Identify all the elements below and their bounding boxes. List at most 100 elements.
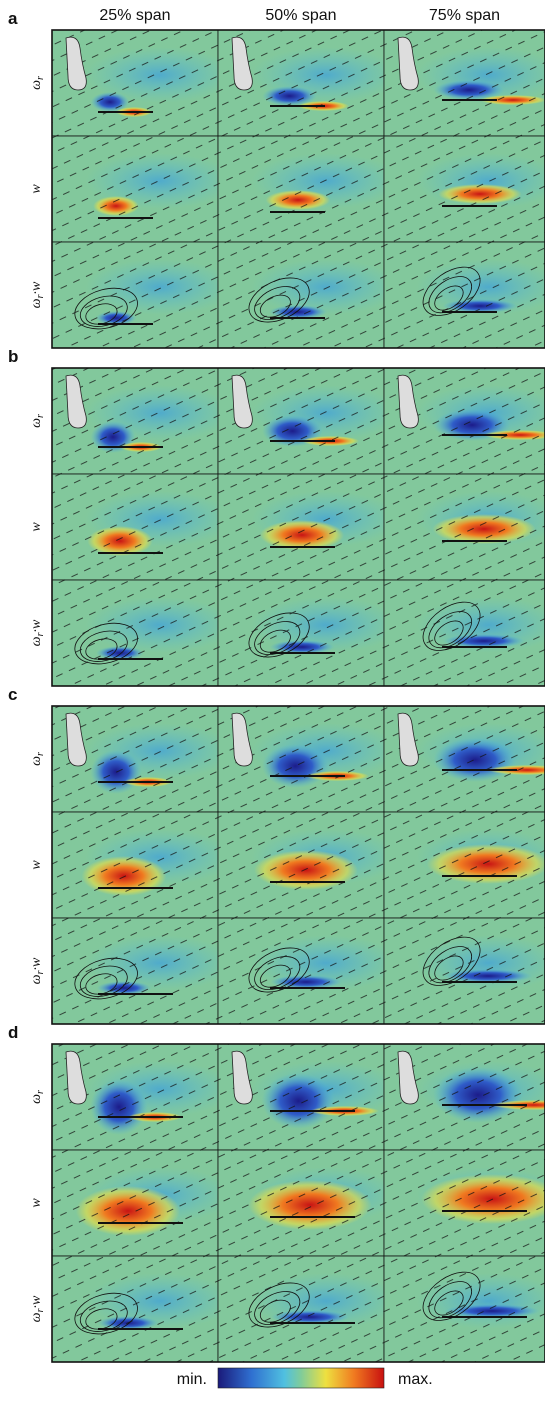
- quiver: [384, 580, 545, 686]
- row-label: w: [29, 522, 44, 532]
- quiver: [218, 1256, 384, 1362]
- cell: [51, 367, 235, 475]
- wing-inset: [65, 712, 87, 767]
- quiver: [384, 1150, 545, 1256]
- cell: [383, 367, 545, 475]
- cell: [217, 135, 401, 243]
- row-label-main: ω: [29, 1094, 44, 1104]
- row-label-main: w: [29, 522, 44, 532]
- quiver: [218, 136, 384, 242]
- cell: [383, 579, 545, 687]
- cell: [383, 135, 545, 243]
- cell: [383, 1149, 545, 1257]
- cell: [383, 1043, 545, 1151]
- cell: [217, 367, 401, 475]
- colorbar-min: min.: [177, 1371, 207, 1388]
- wing-inset: [397, 36, 419, 91]
- row-label: ωr·w: [29, 957, 46, 984]
- row-label-main: ω: [29, 756, 44, 766]
- wing-inset: [231, 712, 253, 767]
- quiver: [52, 812, 218, 918]
- cell: [217, 705, 401, 813]
- row-label-main: ω: [29, 636, 44, 646]
- panel-border: [51, 367, 545, 687]
- quiver: [218, 812, 384, 918]
- row-label-main: ω: [29, 80, 44, 90]
- cell: [51, 579, 235, 687]
- column-header: 50% span: [265, 7, 336, 24]
- wing-inset: [65, 374, 87, 429]
- row-label: ωr·w: [29, 1295, 46, 1322]
- row-label: ωr: [29, 76, 46, 90]
- cell: [217, 811, 401, 919]
- cell: [217, 1043, 401, 1151]
- quiver: [52, 136, 218, 242]
- panel-label: d: [8, 1023, 18, 1042]
- cell: [383, 473, 545, 581]
- quiver: [52, 242, 218, 348]
- cell: [51, 1149, 235, 1257]
- panel-border: [51, 29, 545, 349]
- cell: [51, 29, 235, 137]
- row-label-main: w: [29, 860, 44, 870]
- panel-border: [51, 705, 545, 1025]
- quiver: [218, 474, 384, 580]
- colorbar-max: max.: [398, 1371, 433, 1388]
- panel-border: [51, 1043, 545, 1363]
- cell: [217, 473, 401, 581]
- cell: [217, 579, 401, 687]
- cell: [51, 1255, 235, 1363]
- wing-inset: [397, 712, 419, 767]
- row-label-tail: ·w: [29, 619, 44, 633]
- quiver: [218, 918, 384, 1024]
- row-label: w: [29, 860, 44, 870]
- row-label-main: ω: [29, 974, 44, 984]
- row-label-main: ω: [29, 1312, 44, 1322]
- panel-label: c: [8, 685, 17, 704]
- row-label-sub: r: [35, 1308, 46, 1312]
- row-label-tail: ·w: [29, 281, 44, 295]
- row-label-tail: ·w: [29, 1295, 44, 1309]
- cell: [383, 1255, 545, 1363]
- quiver: [384, 474, 545, 580]
- cell: [383, 29, 545, 137]
- row-label: ωr: [29, 414, 46, 428]
- wing-inset: [65, 36, 87, 91]
- row-label-sub: r: [35, 76, 46, 80]
- quiver: [384, 918, 545, 1024]
- wing-inset: [397, 374, 419, 429]
- wing-inset: [231, 36, 253, 91]
- cell: [217, 241, 401, 349]
- quiver: [218, 1150, 384, 1256]
- row-label-sub: r: [35, 294, 46, 298]
- cell: [383, 811, 545, 919]
- wing-inset: [231, 374, 253, 429]
- column-header: 25% span: [99, 7, 170, 24]
- row-label-sub: r: [35, 970, 46, 974]
- quiver: [384, 242, 545, 348]
- row-label-tail: ·w: [29, 957, 44, 971]
- wing-inset: [65, 1050, 87, 1105]
- quiver: [384, 136, 545, 242]
- row-label: w: [29, 184, 44, 194]
- cell: [217, 29, 401, 137]
- cell: [51, 705, 235, 813]
- panels: [51, 29, 545, 1363]
- row-label-main: ω: [29, 298, 44, 308]
- quiver: [52, 1150, 218, 1256]
- wing-inset: [231, 1050, 253, 1105]
- quiver: [218, 242, 384, 348]
- cell: [383, 241, 545, 349]
- row-label-sub: r: [35, 752, 46, 756]
- cell: [217, 1255, 401, 1363]
- row-label-main: w: [29, 1198, 44, 1208]
- cell: [51, 811, 235, 919]
- wing-inset: [397, 1050, 419, 1105]
- panel-label: a: [8, 9, 18, 28]
- cell: [51, 135, 235, 243]
- row-label-sub: r: [35, 632, 46, 636]
- cell: [217, 917, 401, 1025]
- quiver: [52, 580, 218, 686]
- row-label-main: w: [29, 184, 44, 194]
- panel-label: b: [8, 347, 18, 366]
